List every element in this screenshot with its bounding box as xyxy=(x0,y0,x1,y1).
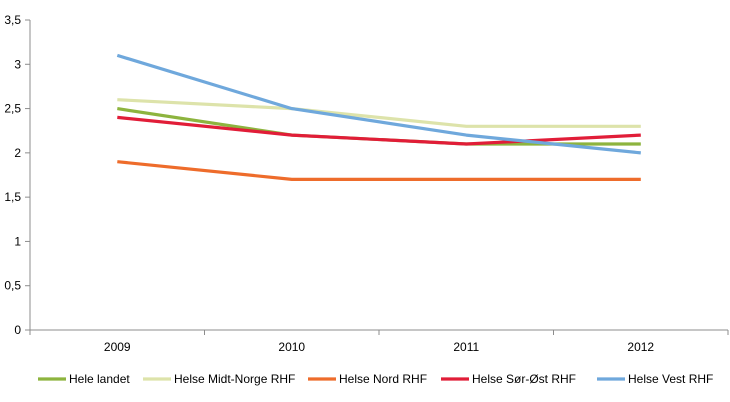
y-tick-label: 2,5 xyxy=(4,102,21,116)
plot-area: 0 0,5 1 1,5 2 2,5 3 3,5 2009 2010 2011 2012 xyxy=(4,13,729,354)
x-tick-label: 2011 xyxy=(453,340,479,354)
series-line-helse-s-r-st-rhf xyxy=(117,115,641,146)
legend-label: Helse Midt-Norge RHF xyxy=(174,372,295,386)
series-line-helse-vest-rhf xyxy=(116,53,641,155)
y-tick-label: 0 xyxy=(14,323,21,337)
y-tick-label: 0,5 xyxy=(4,279,21,293)
legend-label: Helse Nord RHF xyxy=(339,372,427,386)
x-tick-label: 2009 xyxy=(104,340,131,354)
y-tick-label: 3,5 xyxy=(4,13,21,27)
y-tick-label: 3 xyxy=(14,57,21,71)
series-line-helse-midt-norge-rhf xyxy=(117,98,641,128)
legend: Hele landet Helse Midt-Norge RHF Helse Nor… xyxy=(38,372,713,386)
y-tick-label: 1,5 xyxy=(4,190,21,204)
series-line-helse-nord-rhf xyxy=(117,160,641,181)
legend-label: Helse Sør-Øst RHF xyxy=(472,372,576,386)
legend-label: Helse Vest RHF xyxy=(628,372,713,386)
x-tick-label: 2012 xyxy=(627,340,654,354)
y-tick-label: 1 xyxy=(14,234,21,248)
x-tick-label: 2010 xyxy=(278,340,305,354)
y-tick-label: 2 xyxy=(14,146,21,160)
legend-label: Hele landet xyxy=(69,372,130,386)
